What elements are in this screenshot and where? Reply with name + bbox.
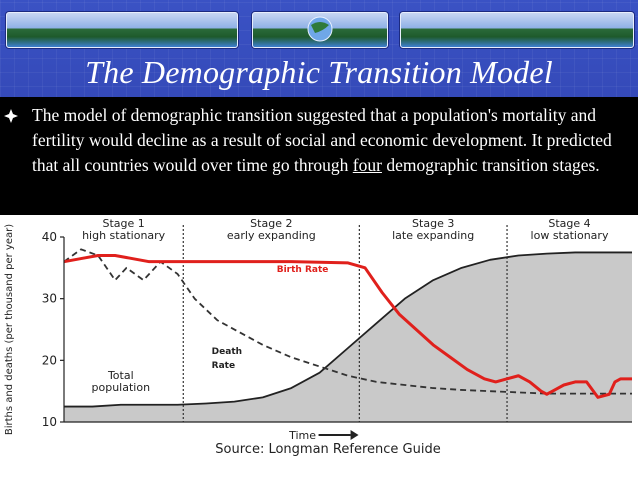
time-arrow-head xyxy=(350,430,359,440)
death-rate-label-line1: Death xyxy=(212,347,242,357)
death-rate-line xyxy=(63,248,632,395)
stage-2-name: Stage 2 xyxy=(250,217,292,230)
chart-axes: 10 20 30 40 xyxy=(42,230,632,429)
y-tick-label-30: 30 xyxy=(42,292,57,306)
landscape-banner xyxy=(0,4,638,48)
population-line xyxy=(64,251,632,408)
stage-4-description: low stationary xyxy=(531,229,609,242)
demographic-chart: 10 20 30 40 Stage 1 high stationary Stage 2 ea… xyxy=(0,215,638,479)
paragraph-emphasis: four xyxy=(352,155,382,175)
stage-3-description: late expanding xyxy=(392,229,474,242)
banner-panel-right xyxy=(400,12,634,48)
banner-panel-left xyxy=(6,12,238,48)
banner-panel-center xyxy=(252,12,388,48)
text-box: The model of demographic transition sugg… xyxy=(0,97,638,215)
population-area xyxy=(64,252,632,422)
birth-rate-label: Birth Rate xyxy=(277,265,329,275)
slide-title: The Demographic Transition Model xyxy=(85,54,553,90)
chart-source: Source: Longman Reference Guide xyxy=(215,442,440,457)
series-lines xyxy=(63,248,632,408)
stage-3-name: Stage 3 xyxy=(412,217,454,230)
death-rate-label-line2: Rate xyxy=(212,361,235,371)
y-tick-label-10: 10 xyxy=(42,415,57,429)
stage-2-description: early expanding xyxy=(227,229,316,242)
birth-rate-line xyxy=(63,254,632,399)
paragraph-text-after: demographic transition stages. xyxy=(381,155,600,175)
description-paragraph: The model of demographic transition sugg… xyxy=(32,103,617,178)
stage-1-name: Stage 1 xyxy=(102,217,144,230)
population-fill xyxy=(64,252,632,422)
diamond-bullet-icon xyxy=(4,109,18,123)
stage-4-name: Stage 4 xyxy=(548,217,590,230)
population-label-line2: population xyxy=(92,381,151,394)
y-tick-label-40: 40 xyxy=(42,230,57,244)
y-axis-label: Births and deaths (per thousand per year… xyxy=(4,224,15,435)
population-label-line1: Total xyxy=(107,369,134,382)
y-tick-label-20: 20 xyxy=(42,353,57,367)
stage-1-description: high stationary xyxy=(82,229,166,242)
paragraph-text-before: The model of demographic transition sugg… xyxy=(32,105,612,175)
globe-icon xyxy=(307,16,333,42)
x-axis-label: Time xyxy=(288,429,316,442)
